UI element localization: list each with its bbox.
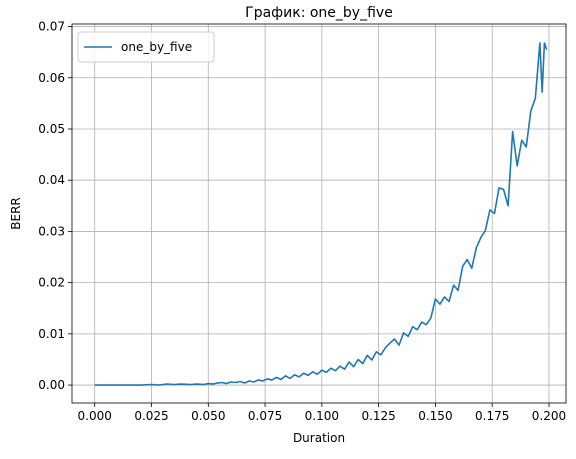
x-tick-label: 0.100 (305, 409, 339, 423)
legend: one_by_five (78, 32, 214, 62)
y-tick-label: 0.07 (38, 20, 65, 34)
y-tick-label: 0.02 (38, 276, 65, 290)
y-tick-label: 0.04 (38, 173, 65, 187)
y-tick-label: 0.00 (38, 378, 65, 392)
x-tick-label: 0.050 (191, 409, 225, 423)
y-axis-label: BERR (9, 197, 23, 230)
x-tick-label: 0.175 (475, 409, 509, 423)
x-axis-label: Duration (293, 431, 345, 445)
y-tick-label: 0.01 (38, 327, 65, 341)
x-tick-label: 0.025 (134, 409, 168, 423)
x-tick-label: 0.075 (248, 409, 282, 423)
y-tick-label: 0.06 (38, 71, 65, 85)
x-tick-label: 0.125 (361, 409, 395, 423)
x-tick-label: 0.000 (78, 409, 112, 423)
x-tick-label: 0.150 (418, 409, 452, 423)
x-tick-label: 0.200 (532, 409, 566, 423)
y-tick-label: 0.05 (38, 122, 65, 136)
chart-title: График: one_by_five (245, 5, 393, 21)
legend-label: one_by_five (121, 40, 192, 54)
y-tick-label: 0.03 (38, 224, 65, 238)
